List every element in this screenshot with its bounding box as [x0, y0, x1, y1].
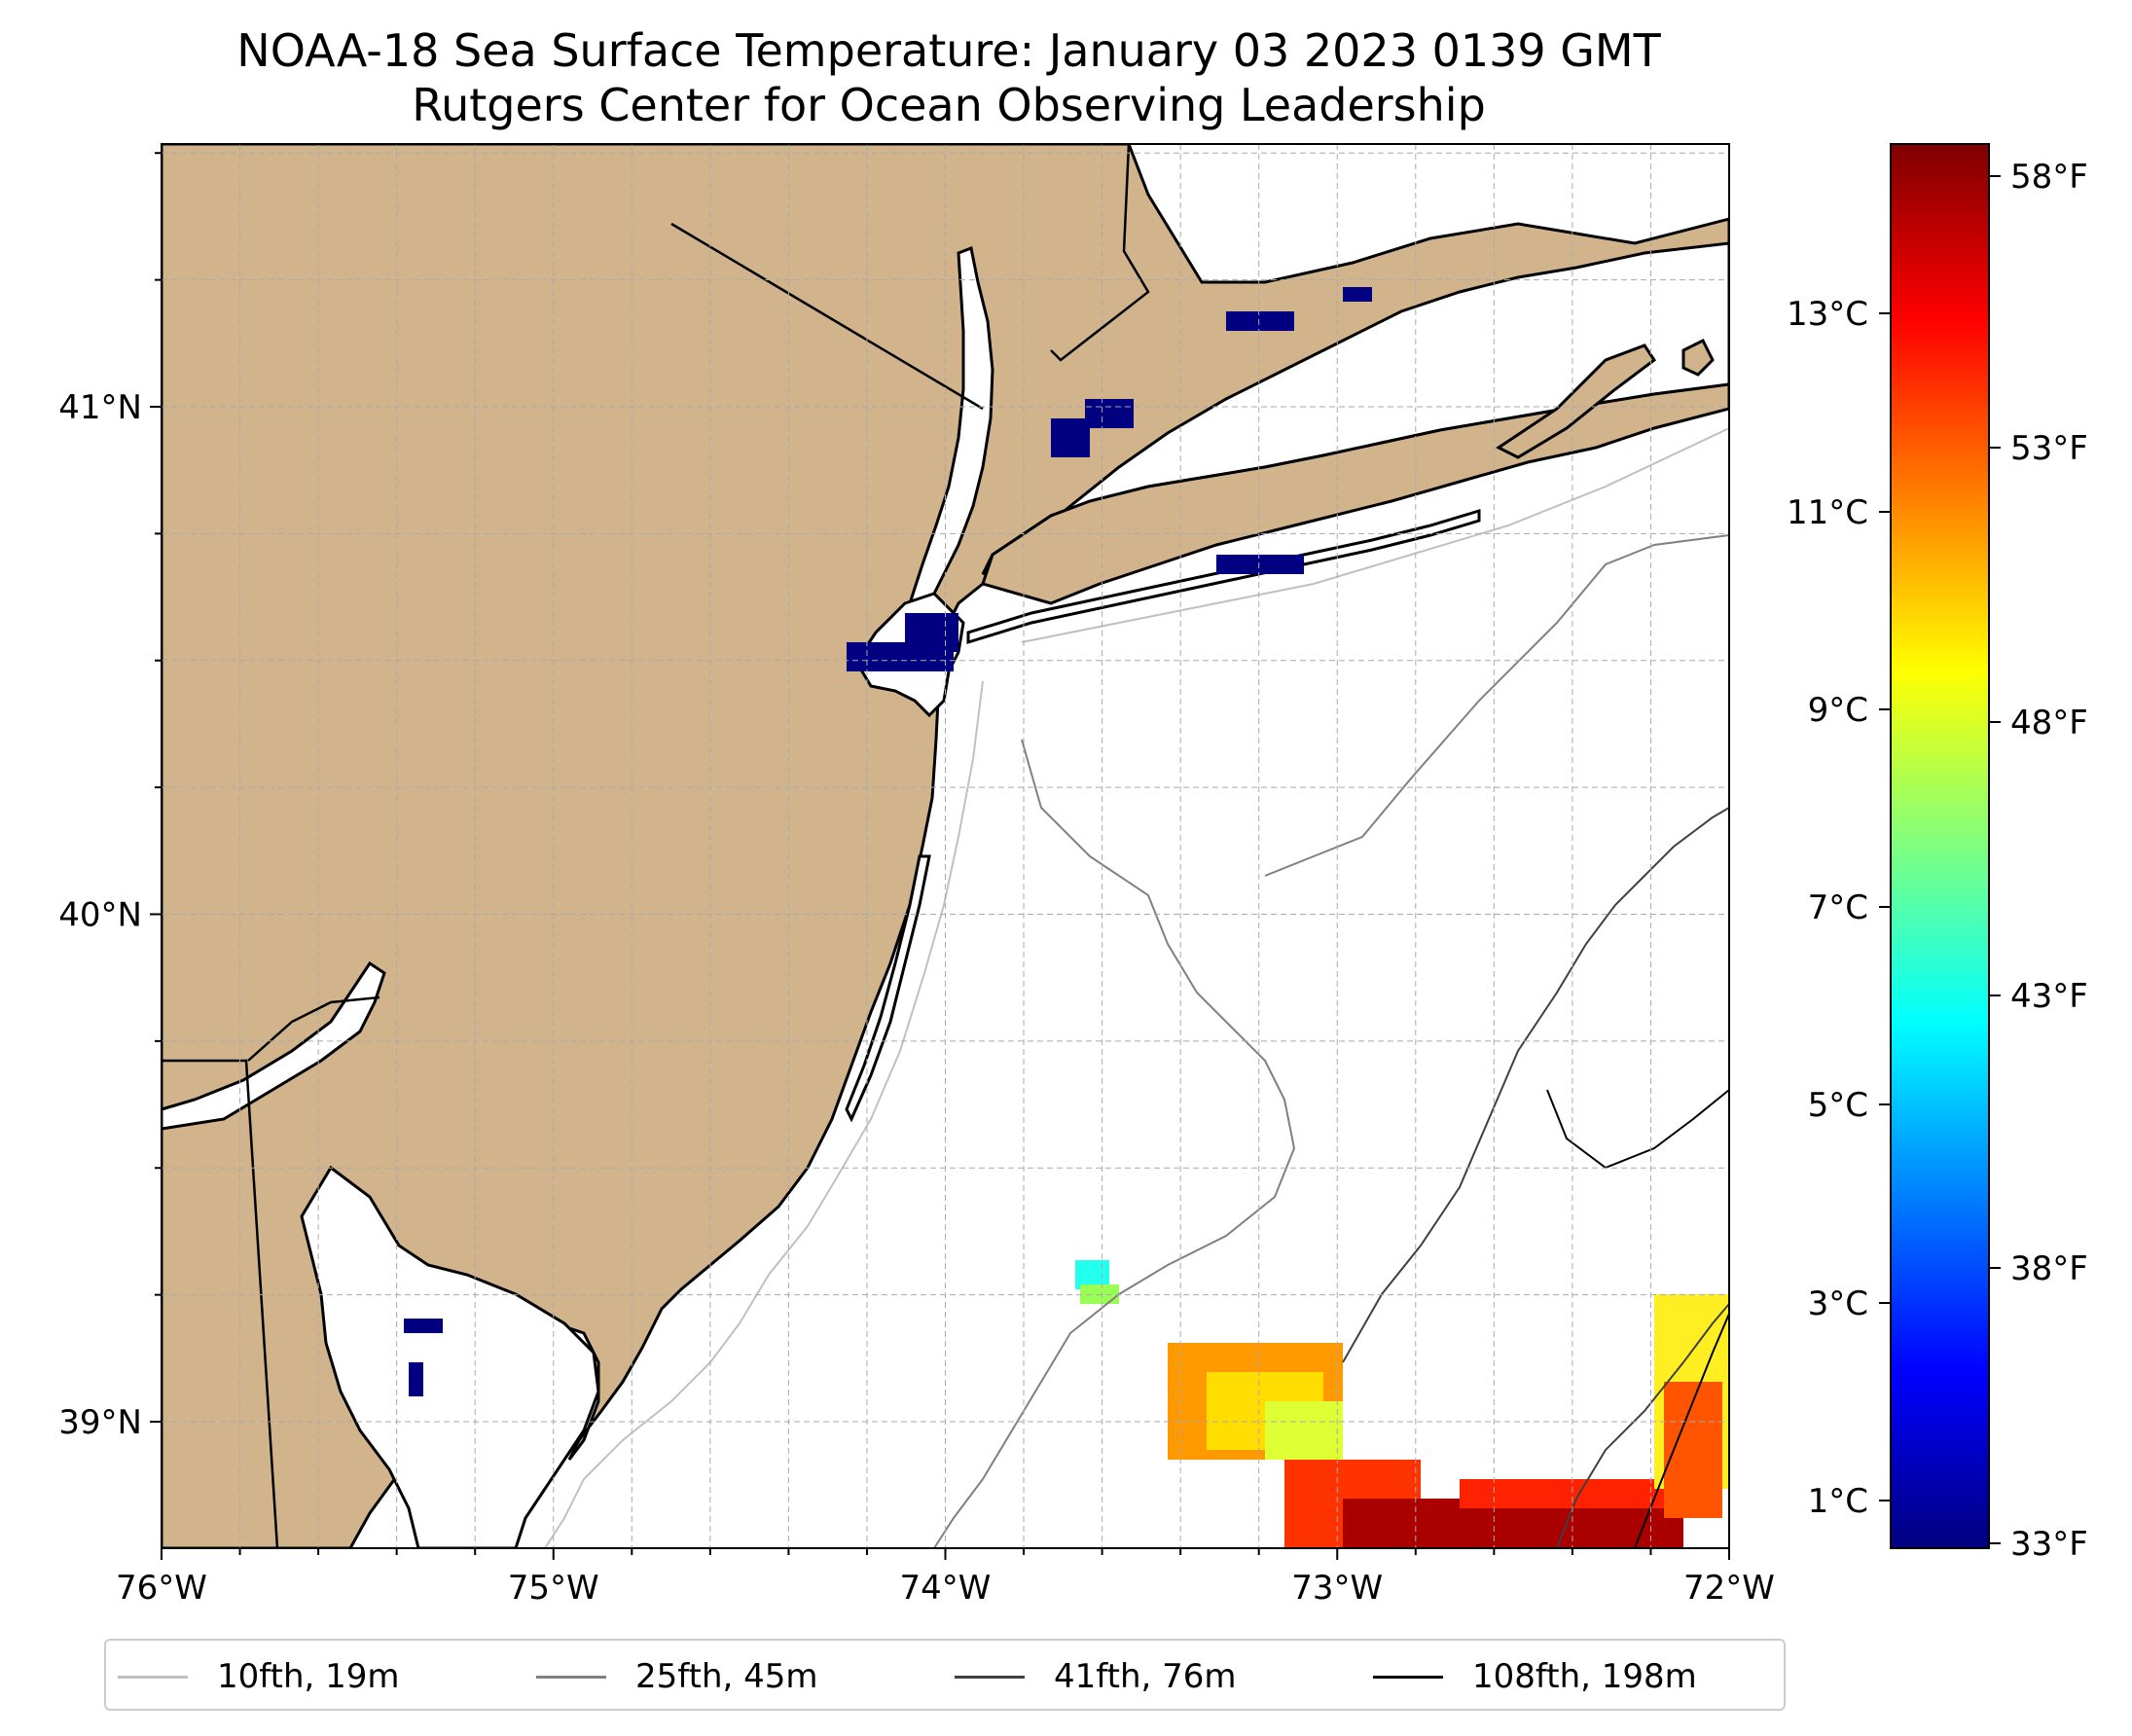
delaware-bay-lower — [300, 1165, 600, 1548]
lon-tick-label: 72°W — [1683, 1569, 1775, 1608]
colorbar-fahrenheit-label: 43°F — [2010, 977, 2088, 1016]
block-island — [1681, 338, 1715, 377]
contour-25fth — [933, 534, 1729, 1548]
latitude-axis: 41°N 40°N 39°N — [58, 152, 162, 1442]
colorbar-celsius-label: 5°C — [1808, 1086, 1868, 1125]
colorbar — [1890, 143, 1990, 1549]
colorbar-fahrenheit-axis: 58°F 53°F 48°F 43°F 38°F 33°F — [1989, 158, 2088, 1564]
li-north-fork — [1496, 344, 1657, 459]
longitude-axis: 76°W 75°W 74°W 73°W 72°W — [116, 1548, 1775, 1608]
chart-title: NOAA-18 Sea Surface Temperature: January… — [236, 24, 1661, 77]
lat-tick-label: 40°N — [58, 896, 142, 935]
chart-subtitle: Rutgers Center for Ocean Observing Leade… — [412, 79, 1486, 131]
legend-label-25fth: 25fth, 45m — [635, 1657, 818, 1696]
lon-tick-label: 74°W — [900, 1569, 992, 1608]
contour-41fth — [1342, 807, 1729, 1548]
no-data-pixels — [404, 287, 1372, 1396]
legend-label-108fth: 108fth, 198m — [1472, 1657, 1697, 1696]
legend-line-41fth — [955, 1675, 1025, 1679]
colorbar-celsius-label: 7°C — [1808, 888, 1868, 927]
colorbar-celsius-label: 3°C — [1808, 1284, 1868, 1323]
legend: 10fth, 19m 25fth, 45m 41fth, 76m 108fth,… — [104, 1639, 1786, 1711]
legend-label-10fth: 10fth, 19m — [217, 1657, 400, 1696]
colorbar-celsius-label: 1°C — [1808, 1482, 1868, 1521]
colorbar-fahrenheit-label: 33°F — [2010, 1525, 2088, 1564]
colorbar-fahrenheit-label: 53°F — [2010, 429, 2088, 468]
lat-tick-label: 41°N — [58, 388, 142, 427]
legend-entry-108fth: 108fth, 198m — [1373, 1641, 1697, 1713]
lon-tick-label: 76°W — [116, 1569, 207, 1608]
colorbar-fahrenheit-label: 38°F — [2010, 1249, 2088, 1288]
lon-tick-label: 73°W — [1291, 1569, 1383, 1608]
colorbar-celsius-label: 13°C — [1787, 295, 1868, 334]
legend-label-41fth: 41fth, 76m — [1054, 1657, 1237, 1696]
lat-tick-label: 39°N — [58, 1403, 142, 1442]
colorbar-celsius-axis: 13°C 11°C 9°C 7°C 5°C 3°C 1°C — [1787, 295, 1891, 1521]
legend-line-108fth — [1373, 1675, 1443, 1679]
colorbar-celsius-label: 11°C — [1787, 493, 1868, 532]
nj-barrier — [845, 854, 931, 1123]
legend-entry-25fth: 25fth, 45m — [536, 1641, 818, 1713]
colorbar-celsius-label: 9°C — [1808, 691, 1868, 730]
state-boundaries — [162, 144, 1150, 1548]
contour-10fth — [544, 427, 1729, 1548]
li-barrier — [966, 508, 1481, 645]
legend-entry-10fth: 10fth, 19m — [118, 1641, 400, 1713]
legend-line-25fth — [536, 1675, 606, 1679]
colorbar-fahrenheit-label: 58°F — [2010, 158, 2088, 197]
lon-tick-label: 75°W — [508, 1569, 599, 1608]
legend-entry-41fth: 41fth, 76m — [955, 1641, 1237, 1713]
colorbar-fahrenheit-label: 48°F — [2010, 704, 2088, 742]
legend-line-10fth — [118, 1675, 188, 1679]
delaware-bay — [162, 960, 386, 1131]
sst-data — [1075, 1260, 1729, 1548]
